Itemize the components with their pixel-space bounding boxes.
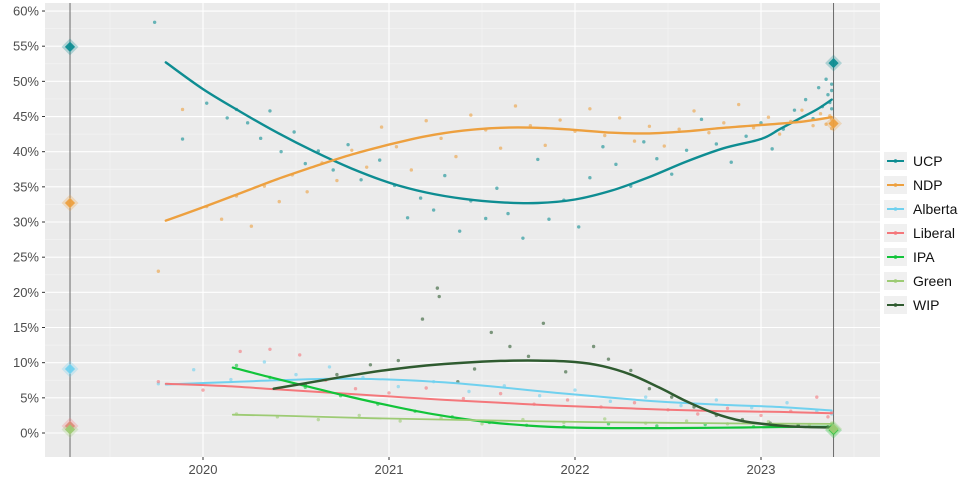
trend-line-liberal [164,382,833,415]
y-tick-label: 5% [20,390,39,405]
plot-panel [45,3,880,457]
y-tick-label: 45% [13,109,39,124]
legend-key-ipa [884,248,907,266]
legend-label-wip: WIP [913,297,940,313]
trend-line-ucp [164,61,833,205]
legend-item-ndp: NDP [884,173,957,197]
legend-item-ucp: UCP [884,149,957,173]
x-tick-label: 2023 [747,462,776,477]
y-axis-labels: 0% 5% 10% 15% 20% 25% 30% 35% 40% 45% 50% 55% 60% [13,4,39,441]
gridlines-minor [45,3,880,457]
legend-key-green [884,272,907,290]
legend-key-alberta [884,200,907,218]
legend-item-alberta: Alberta [884,197,957,221]
legend-key-ucp [884,152,907,170]
y-tick-label: 60% [13,4,39,19]
legend-label-ndp: NDP [913,177,943,193]
y-tick-label: 25% [13,250,39,265]
legend-label-ipa: IPA [913,249,935,265]
x-tick-label: 2020 [189,462,218,477]
legend: UCP NDP Alberta Liberal IPA Green WIP [884,149,957,317]
trend-line-alberta [164,377,833,412]
y-tick-label: 30% [13,215,39,230]
trend-line-wip [272,359,833,429]
y-tick-label: 10% [13,355,39,370]
y-tick-label: 0% [20,426,39,441]
y-tick-label: 20% [13,285,39,300]
y-tick-label: 15% [13,320,39,335]
legend-key-wip [884,296,907,314]
legend-label-green: Green [913,273,952,289]
trend-line-green [231,413,833,425]
x-tick-label: 2022 [561,462,590,477]
legend-label-ucp: UCP [913,153,943,169]
election-result-ucp [61,38,79,56]
legend-label-liberal: Liberal [913,225,956,241]
legend-item-liberal: Liberal [884,221,957,245]
axis-ticks [42,10,762,460]
election-result-ucp [825,54,843,72]
election-result-ndp [825,115,843,133]
legend-item-green: Green [884,269,957,293]
gridlines-major [45,3,880,457]
election-result-green [825,420,843,438]
legend-item-ipa: IPA [884,245,957,269]
legend-item-wip: WIP [884,293,957,317]
y-tick-label: 50% [13,74,39,89]
y-tick-label: 35% [13,179,39,194]
legend-key-ndp [884,176,907,194]
legend-label-alberta: Alberta [913,201,958,217]
trend-line-ipa [231,366,833,430]
x-axis-labels: 2020 2021 2022 2023 [189,462,776,477]
legend-key-liberal [884,224,907,242]
x-tick-label: 2021 [375,462,404,477]
y-tick-label: 40% [13,144,39,159]
trend-line-ndp [164,116,833,222]
y-tick-label: 55% [13,39,39,54]
